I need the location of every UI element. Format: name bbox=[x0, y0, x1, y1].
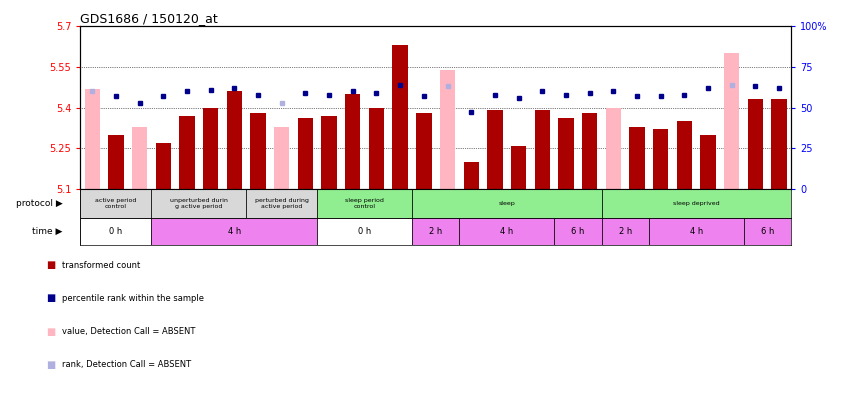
Bar bbox=[440, 70, 455, 189]
Text: sleep deprived: sleep deprived bbox=[673, 201, 720, 206]
Bar bbox=[108, 135, 124, 189]
Bar bbox=[487, 110, 503, 189]
Bar bbox=[179, 116, 195, 189]
Bar bbox=[203, 108, 218, 189]
Bar bbox=[412, 218, 459, 245]
Text: 0 h: 0 h bbox=[358, 227, 371, 236]
Bar bbox=[464, 162, 479, 189]
Bar bbox=[700, 135, 716, 189]
Bar bbox=[369, 108, 384, 189]
Bar bbox=[246, 189, 317, 218]
Bar bbox=[132, 126, 147, 189]
Bar bbox=[151, 189, 246, 218]
Text: 6 h: 6 h bbox=[761, 227, 774, 236]
Bar bbox=[606, 108, 621, 189]
Text: 2 h: 2 h bbox=[429, 227, 442, 236]
Text: 2 h: 2 h bbox=[618, 227, 632, 236]
Text: transformed count: transformed count bbox=[62, 261, 140, 270]
Text: sleep: sleep bbox=[498, 201, 515, 206]
Bar bbox=[535, 110, 550, 189]
Bar bbox=[274, 126, 289, 189]
Text: 6 h: 6 h bbox=[571, 227, 585, 236]
Bar bbox=[85, 89, 100, 189]
Bar bbox=[558, 118, 574, 189]
Bar bbox=[156, 143, 171, 189]
Bar bbox=[653, 129, 668, 189]
Bar bbox=[649, 218, 744, 245]
Bar bbox=[416, 113, 431, 189]
Text: GDS1686 / 150120_at: GDS1686 / 150120_at bbox=[80, 12, 218, 25]
Text: ■: ■ bbox=[47, 327, 56, 337]
Bar bbox=[412, 189, 602, 218]
Text: percentile rank within the sample: percentile rank within the sample bbox=[62, 294, 204, 303]
Bar bbox=[250, 113, 266, 189]
Text: time ▶: time ▶ bbox=[32, 227, 63, 236]
Text: active period
control: active period control bbox=[96, 198, 136, 209]
Bar bbox=[459, 218, 554, 245]
Bar bbox=[227, 92, 242, 189]
Bar bbox=[345, 94, 360, 189]
Bar bbox=[317, 189, 412, 218]
Text: ■: ■ bbox=[47, 360, 56, 370]
Bar bbox=[151, 218, 317, 245]
Bar bbox=[677, 121, 692, 189]
Bar bbox=[582, 113, 597, 189]
Bar bbox=[511, 145, 526, 189]
Text: protocol ▶: protocol ▶ bbox=[16, 199, 63, 208]
Bar bbox=[80, 218, 151, 245]
Text: value, Detection Call = ABSENT: value, Detection Call = ABSENT bbox=[62, 327, 195, 336]
Bar bbox=[724, 53, 739, 189]
Text: 4 h: 4 h bbox=[500, 227, 514, 236]
Bar bbox=[393, 45, 408, 189]
Text: sleep period
control: sleep period control bbox=[345, 198, 384, 209]
Bar bbox=[554, 218, 602, 245]
Text: ■: ■ bbox=[47, 294, 56, 303]
Text: 0 h: 0 h bbox=[109, 227, 123, 236]
Bar bbox=[321, 116, 337, 189]
Bar bbox=[602, 218, 649, 245]
Bar bbox=[744, 218, 791, 245]
Bar bbox=[748, 100, 763, 189]
Bar bbox=[80, 189, 151, 218]
Text: rank, Detection Call = ABSENT: rank, Detection Call = ABSENT bbox=[62, 360, 191, 369]
Bar bbox=[317, 218, 412, 245]
Bar bbox=[298, 118, 313, 189]
Text: 4 h: 4 h bbox=[228, 227, 241, 236]
Text: ■: ■ bbox=[47, 260, 56, 270]
Text: 4 h: 4 h bbox=[689, 227, 703, 236]
Text: unperturbed durin
g active period: unperturbed durin g active period bbox=[170, 198, 228, 209]
Bar bbox=[602, 189, 791, 218]
Bar bbox=[772, 100, 787, 189]
Bar bbox=[629, 126, 645, 189]
Text: perturbed during
active period: perturbed during active period bbox=[255, 198, 309, 209]
